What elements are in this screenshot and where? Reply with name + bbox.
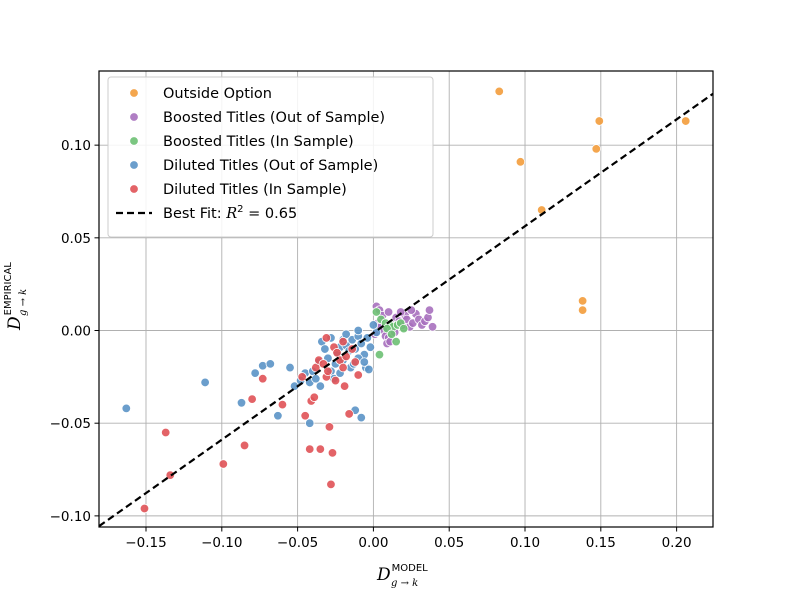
- data-point: [315, 444, 326, 454]
- legend: Outside Option Boosted Titles (Out of Sam…: [107, 76, 434, 238]
- data-point: [285, 362, 295, 373]
- data-point: [218, 459, 229, 469]
- data-point: [364, 364, 374, 375]
- legend-fit-label: Best Fit: R2 = 0.65: [163, 204, 297, 222]
- legend-box: [107, 76, 434, 238]
- data-point: [353, 370, 363, 380]
- x-tick-label: 0.20: [662, 535, 692, 551]
- data-point: [577, 305, 588, 315]
- legend-label: Diluted Titles (Out of Sample): [163, 158, 378, 174]
- data-point: [321, 333, 332, 343]
- y-tick-label: 0.05: [61, 231, 91, 247]
- legend-marker: [129, 136, 139, 146]
- data-point: [320, 344, 330, 354]
- data-point: [594, 116, 604, 126]
- data-point: [591, 144, 601, 154]
- data-point: [383, 307, 394, 317]
- legend-label: Boosted Titles (Out of Sample): [163, 110, 385, 126]
- series-0: [494, 86, 691, 315]
- plot-frame: [98, 70, 714, 528]
- data-point: [309, 392, 319, 402]
- data-point: [250, 368, 260, 378]
- y-tick-label: −0.05: [50, 416, 91, 432]
- data-point: [324, 422, 335, 432]
- data-point: [515, 157, 526, 167]
- y-tick-label: −0.10: [50, 509, 91, 525]
- data-point: [330, 375, 341, 386]
- data-point: [681, 116, 691, 126]
- data-point: [368, 320, 379, 330]
- data-point: [399, 323, 409, 334]
- data-point: [165, 470, 175, 480]
- data-point: [300, 411, 310, 421]
- data-point: [258, 374, 268, 384]
- axis-labels: DMODEL g → k DEMPIRICAL g → k: [3, 262, 428, 589]
- data-point: [326, 479, 336, 490]
- legend-marker: [129, 160, 139, 170]
- x-tick-label: 0.00: [358, 535, 388, 551]
- data-point: [339, 381, 350, 391]
- x-axis-label: DMODEL g → k: [376, 563, 428, 589]
- data-point: [371, 307, 382, 317]
- legend-label: Boosted Titles (In Sample): [163, 134, 354, 150]
- data-point: [273, 411, 283, 421]
- data-point: [327, 448, 338, 458]
- data-point: [353, 325, 363, 336]
- series-3: [121, 320, 382, 428]
- data-point: [344, 409, 354, 419]
- data-point: [338, 336, 348, 347]
- data-point: [494, 86, 504, 97]
- data-point: [258, 361, 268, 371]
- data-point: [356, 412, 366, 423]
- y-tick-label: 0.00: [61, 324, 91, 340]
- data-point: [323, 366, 333, 376]
- data-point: [350, 357, 360, 367]
- x-tick-label: 0.15: [586, 535, 616, 551]
- legend-label: Diluted Titles (In Sample): [163, 182, 347, 198]
- data-point: [297, 372, 307, 382]
- x-tick-label: 0.10: [510, 535, 540, 551]
- best-fit-line: [98, 92, 714, 528]
- data-point: [365, 342, 376, 352]
- data-point: [200, 377, 210, 388]
- legend-marker: [129, 112, 139, 122]
- data-point: [386, 329, 397, 339]
- data-point: [374, 349, 385, 360]
- data-point: [161, 427, 171, 438]
- data-point: [427, 322, 438, 332]
- data-point: [356, 338, 366, 349]
- data-point: [577, 296, 588, 306]
- data-point: [424, 305, 435, 315]
- data-point: [305, 444, 315, 454]
- legend-marker: [129, 184, 139, 194]
- best-fit-layer: [98, 92, 714, 528]
- data-point: [277, 399, 288, 410]
- data-point: [247, 394, 257, 404]
- data-point: [139, 503, 150, 514]
- legend-label: Outside Option: [163, 86, 272, 102]
- data-point: [305, 418, 315, 428]
- data-point: [265, 359, 276, 369]
- series-2: [371, 307, 409, 360]
- x-tick-label: 0.05: [434, 535, 464, 551]
- data-point: [239, 440, 250, 451]
- data-point: [359, 357, 370, 367]
- data-point: [338, 362, 348, 373]
- ticks: −0.15 −0.10 −0.05 0.00 0.05 0.10 0.15 0.20 −0.10…: [50, 138, 692, 551]
- points-layer: [121, 86, 691, 514]
- data-point: [121, 403, 131, 414]
- x-tick-label: −0.05: [277, 535, 318, 551]
- data-point: [391, 336, 401, 347]
- data-point: [315, 381, 326, 391]
- x-tick-label: −0.15: [125, 535, 166, 551]
- data-point: [236, 398, 247, 408]
- y-axis-label: DEMPIRICAL g → k: [3, 262, 29, 331]
- x-tick-label: −0.10: [201, 535, 242, 551]
- legend-marker: [129, 88, 139, 98]
- y-tick-label: 0.10: [61, 138, 91, 154]
